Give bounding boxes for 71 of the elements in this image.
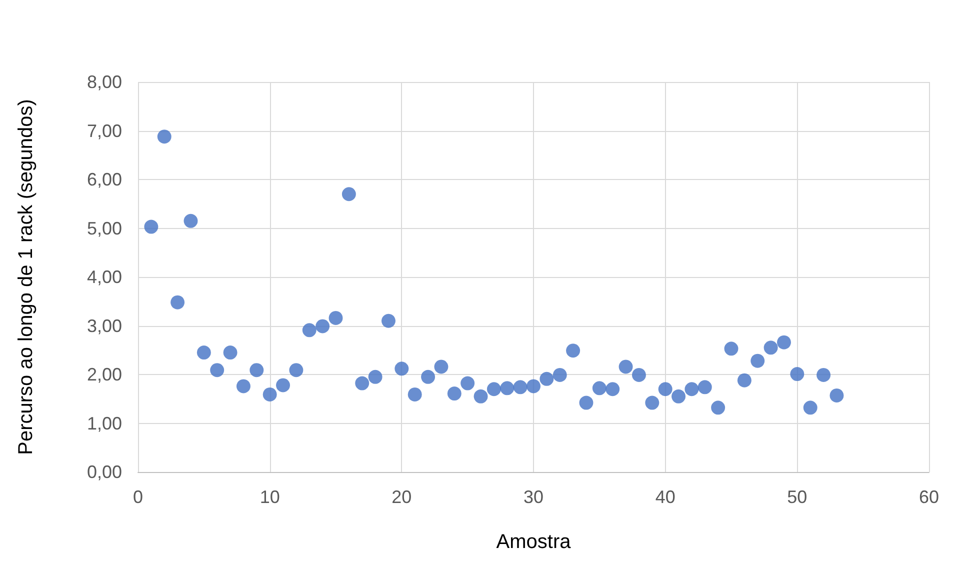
point	[645, 396, 660, 410]
x-tick-label: 20	[392, 487, 412, 507]
point	[276, 378, 290, 392]
point	[526, 379, 540, 394]
point	[579, 396, 594, 410]
point	[711, 400, 726, 415]
point	[289, 363, 304, 378]
point	[210, 363, 224, 378]
y-tick-label: 7,00	[86, 120, 122, 141]
point	[606, 382, 620, 396]
point	[184, 214, 198, 228]
point	[672, 389, 686, 404]
y-tick-label: 0,00	[86, 462, 122, 482]
y-tick-label: 6,00	[86, 170, 122, 190]
y-tick-label: 2,00	[86, 364, 122, 384]
point	[724, 342, 738, 356]
point	[698, 380, 712, 394]
point	[750, 354, 765, 368]
point	[460, 376, 475, 390]
point	[262, 387, 277, 402]
point	[170, 295, 185, 310]
point	[342, 187, 356, 202]
point	[328, 310, 343, 325]
point	[144, 220, 158, 234]
x-tick-label: 40	[655, 487, 676, 507]
x-axis-title: Amostra	[496, 531, 572, 553]
point	[500, 381, 514, 396]
x-tick-label: 50	[787, 487, 808, 507]
point	[394, 362, 409, 376]
point	[737, 373, 752, 388]
point	[236, 379, 250, 394]
point	[658, 382, 672, 396]
point	[382, 314, 396, 328]
point	[684, 382, 699, 396]
point	[803, 400, 818, 415]
point	[513, 380, 528, 394]
point	[302, 323, 316, 338]
point	[434, 360, 448, 374]
y-tick-label: 4,00	[86, 267, 122, 287]
y-tick-label: 3,00	[86, 316, 122, 336]
x-tick-label: 0	[132, 487, 144, 507]
point	[196, 346, 211, 360]
point	[157, 130, 172, 144]
x-tick-label: 60	[918, 487, 940, 507]
point	[368, 370, 382, 384]
point	[316, 319, 330, 334]
point	[486, 382, 501, 396]
y-tick-label: 1,00	[86, 413, 122, 434]
point	[355, 376, 370, 390]
point	[421, 370, 436, 384]
point	[777, 335, 791, 350]
point	[223, 346, 238, 360]
point	[250, 363, 264, 378]
point	[408, 387, 422, 402]
point	[830, 388, 844, 402]
point	[618, 360, 633, 374]
x-tick-label: 10	[260, 487, 280, 507]
point	[540, 372, 554, 386]
point	[790, 367, 804, 382]
y-axis-title: Percurso ao longo de 1 rack (segundos)	[15, 99, 37, 455]
point	[816, 368, 831, 382]
point	[592, 381, 606, 396]
point	[566, 344, 580, 358]
y-tick-label: 5,00	[86, 218, 122, 238]
point	[474, 389, 488, 404]
point	[764, 340, 778, 355]
point	[632, 368, 646, 382]
point	[447, 386, 462, 401]
y-tick-label: 8,00	[86, 72, 122, 92]
point	[552, 368, 567, 382]
x-tick-label: 30	[523, 487, 544, 507]
